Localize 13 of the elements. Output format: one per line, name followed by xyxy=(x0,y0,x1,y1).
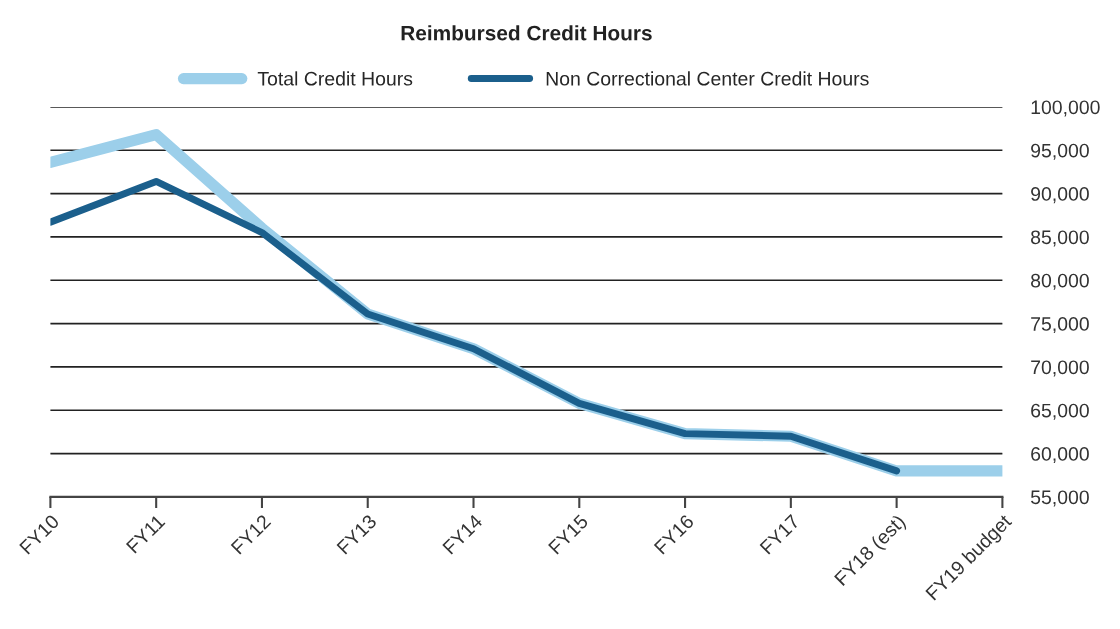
y-tick-label: 55,000 xyxy=(1030,490,1089,507)
legend-label: Total Credit Hours xyxy=(257,71,413,86)
y-tick-label: 70,000 xyxy=(1031,360,1089,377)
y-tick-label: 60,000 xyxy=(1031,447,1089,464)
chart-title: Reimbursed Credit Hours xyxy=(401,25,652,41)
y-tick-label: 85,000 xyxy=(1031,230,1089,247)
y-tick-label: 100,000 xyxy=(1031,100,1100,117)
y-tick-label: 95,000 xyxy=(1031,143,1089,160)
y-tick-label: 65,000 xyxy=(1031,403,1089,420)
y-tick-label: 75,000 xyxy=(1031,317,1089,334)
y-tick-label: 90,000 xyxy=(1031,187,1089,204)
legend-label: Non Correctional Center Credit Hours xyxy=(546,71,869,86)
y-tick-label: 80,000 xyxy=(1031,273,1089,290)
